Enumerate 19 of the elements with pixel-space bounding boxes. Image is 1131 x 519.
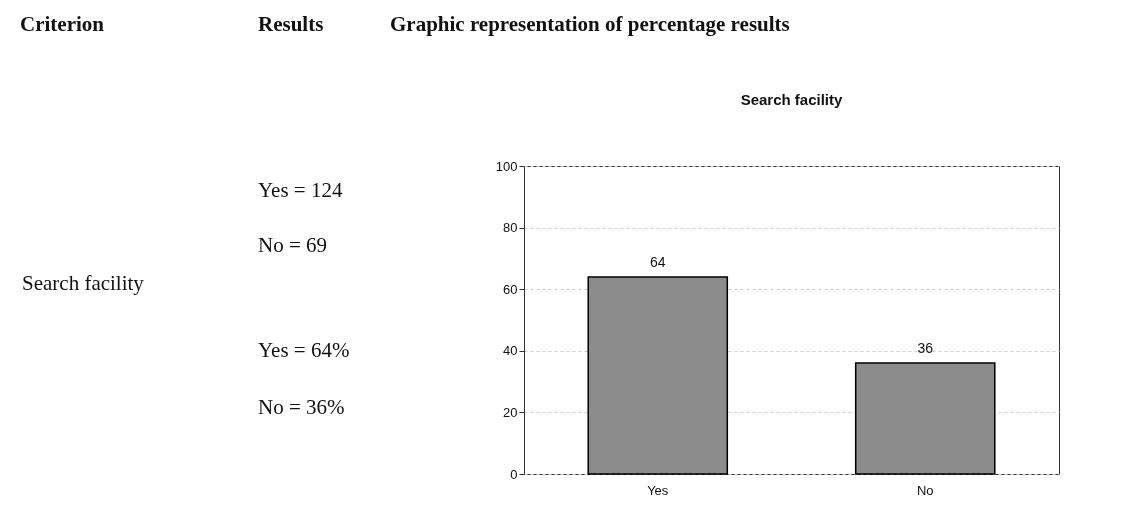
data-label: 36 — [917, 340, 934, 357]
y-tick-label: 100 — [495, 158, 518, 174]
text: Yes = 124 — [258, 178, 343, 203]
y-tick-label: 0 — [510, 466, 518, 482]
text: Graphic representation of percentage results — [390, 12, 790, 37]
chart-title: Search facility — [740, 91, 844, 108]
data-label: 64 — [649, 253, 666, 270]
text: No = 69 — [258, 233, 328, 258]
text: Search facility — [22, 271, 144, 296]
y-tick-label: 40 — [503, 343, 518, 359]
text: Yes = 64% — [258, 338, 350, 363]
text: Results — [258, 12, 324, 37]
y-tick-label: 20 — [503, 404, 518, 420]
text: No = 36% — [258, 395, 345, 420]
x-tick-label: No — [916, 482, 934, 498]
y-tick-label: 60 — [503, 281, 518, 297]
x-tick-label: Yes — [647, 482, 669, 498]
y-tick-label: 80 — [503, 220, 518, 236]
text: Criterion — [20, 12, 104, 37]
